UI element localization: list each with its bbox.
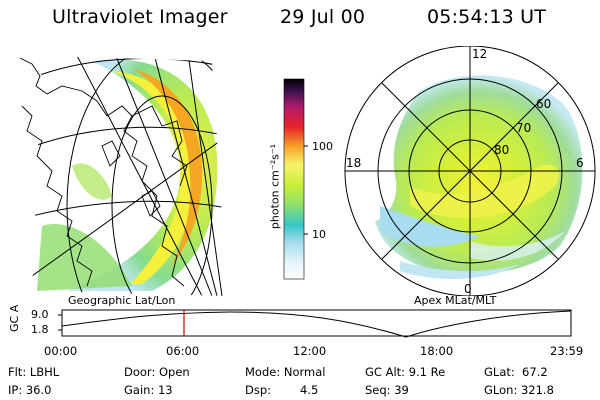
status-glat: GLat: 67.2 (484, 365, 548, 379)
altitude-curve (61, 310, 572, 338)
altitude-plot: GC Alt (8, 304, 572, 338)
status-door: Door: Open (124, 365, 190, 379)
status-glon: GLon: 321.8 (484, 383, 554, 397)
colorbar-tick-10: 10 (312, 228, 326, 241)
status-dsp-value: 4.5 (300, 383, 319, 397)
status-filter: Flt: LBHL (8, 365, 60, 379)
lat-label-70: 70 (516, 121, 531, 135)
status-seq: Seq: 39 (365, 383, 409, 397)
lat-label-60: 60 (536, 97, 551, 111)
geographic-image-panel (19, 56, 227, 296)
alt-ytick-1: 1.8 (31, 323, 49, 336)
status-gain: Gain: 13 (124, 383, 173, 397)
time-tick-0600: 06:00 (166, 344, 200, 358)
time-tick-1800: 18:00 (420, 344, 454, 358)
lat-label-80: 80 (494, 143, 509, 157)
app-title: Ultraviolet Imager (52, 6, 228, 28)
mlt-label-12: 12 (472, 47, 487, 61)
status-dsp-label: Dsp: (245, 383, 272, 397)
time-label: 05:54:13 UT (427, 6, 547, 28)
date-label: 29 Jul 00 (280, 6, 366, 28)
colorbar (283, 78, 308, 280)
time-tick-2359: 23:59 (550, 344, 584, 358)
status-mode: Mode: Normal (245, 365, 326, 379)
alt-ytick-9: 9.0 (31, 308, 49, 321)
time-tick-0000: 00:00 (44, 344, 78, 358)
status-gc-alt: GC Alt: 9.1 Re (365, 365, 446, 379)
polar-caption: Apex MLat/MLT (414, 294, 497, 307)
status-ip: IP: 36.0 (8, 383, 52, 397)
mlt-label-0: 0 (464, 282, 472, 296)
colorbar-unit: photon cm⁻²s⁻¹ (268, 143, 282, 230)
polar-image-panel: 12 18 6 0 60 70 80 (344, 46, 596, 296)
mlt-label-18: 18 (346, 156, 361, 170)
time-tick-1200: 12:00 (293, 344, 327, 358)
alt-ylabel: GC Alt (8, 304, 21, 332)
geo-caption: Geographic Lat/Lon (68, 294, 176, 307)
mlt-label-6: 6 (576, 156, 584, 170)
colorbar-tick-100: 100 (312, 140, 333, 153)
